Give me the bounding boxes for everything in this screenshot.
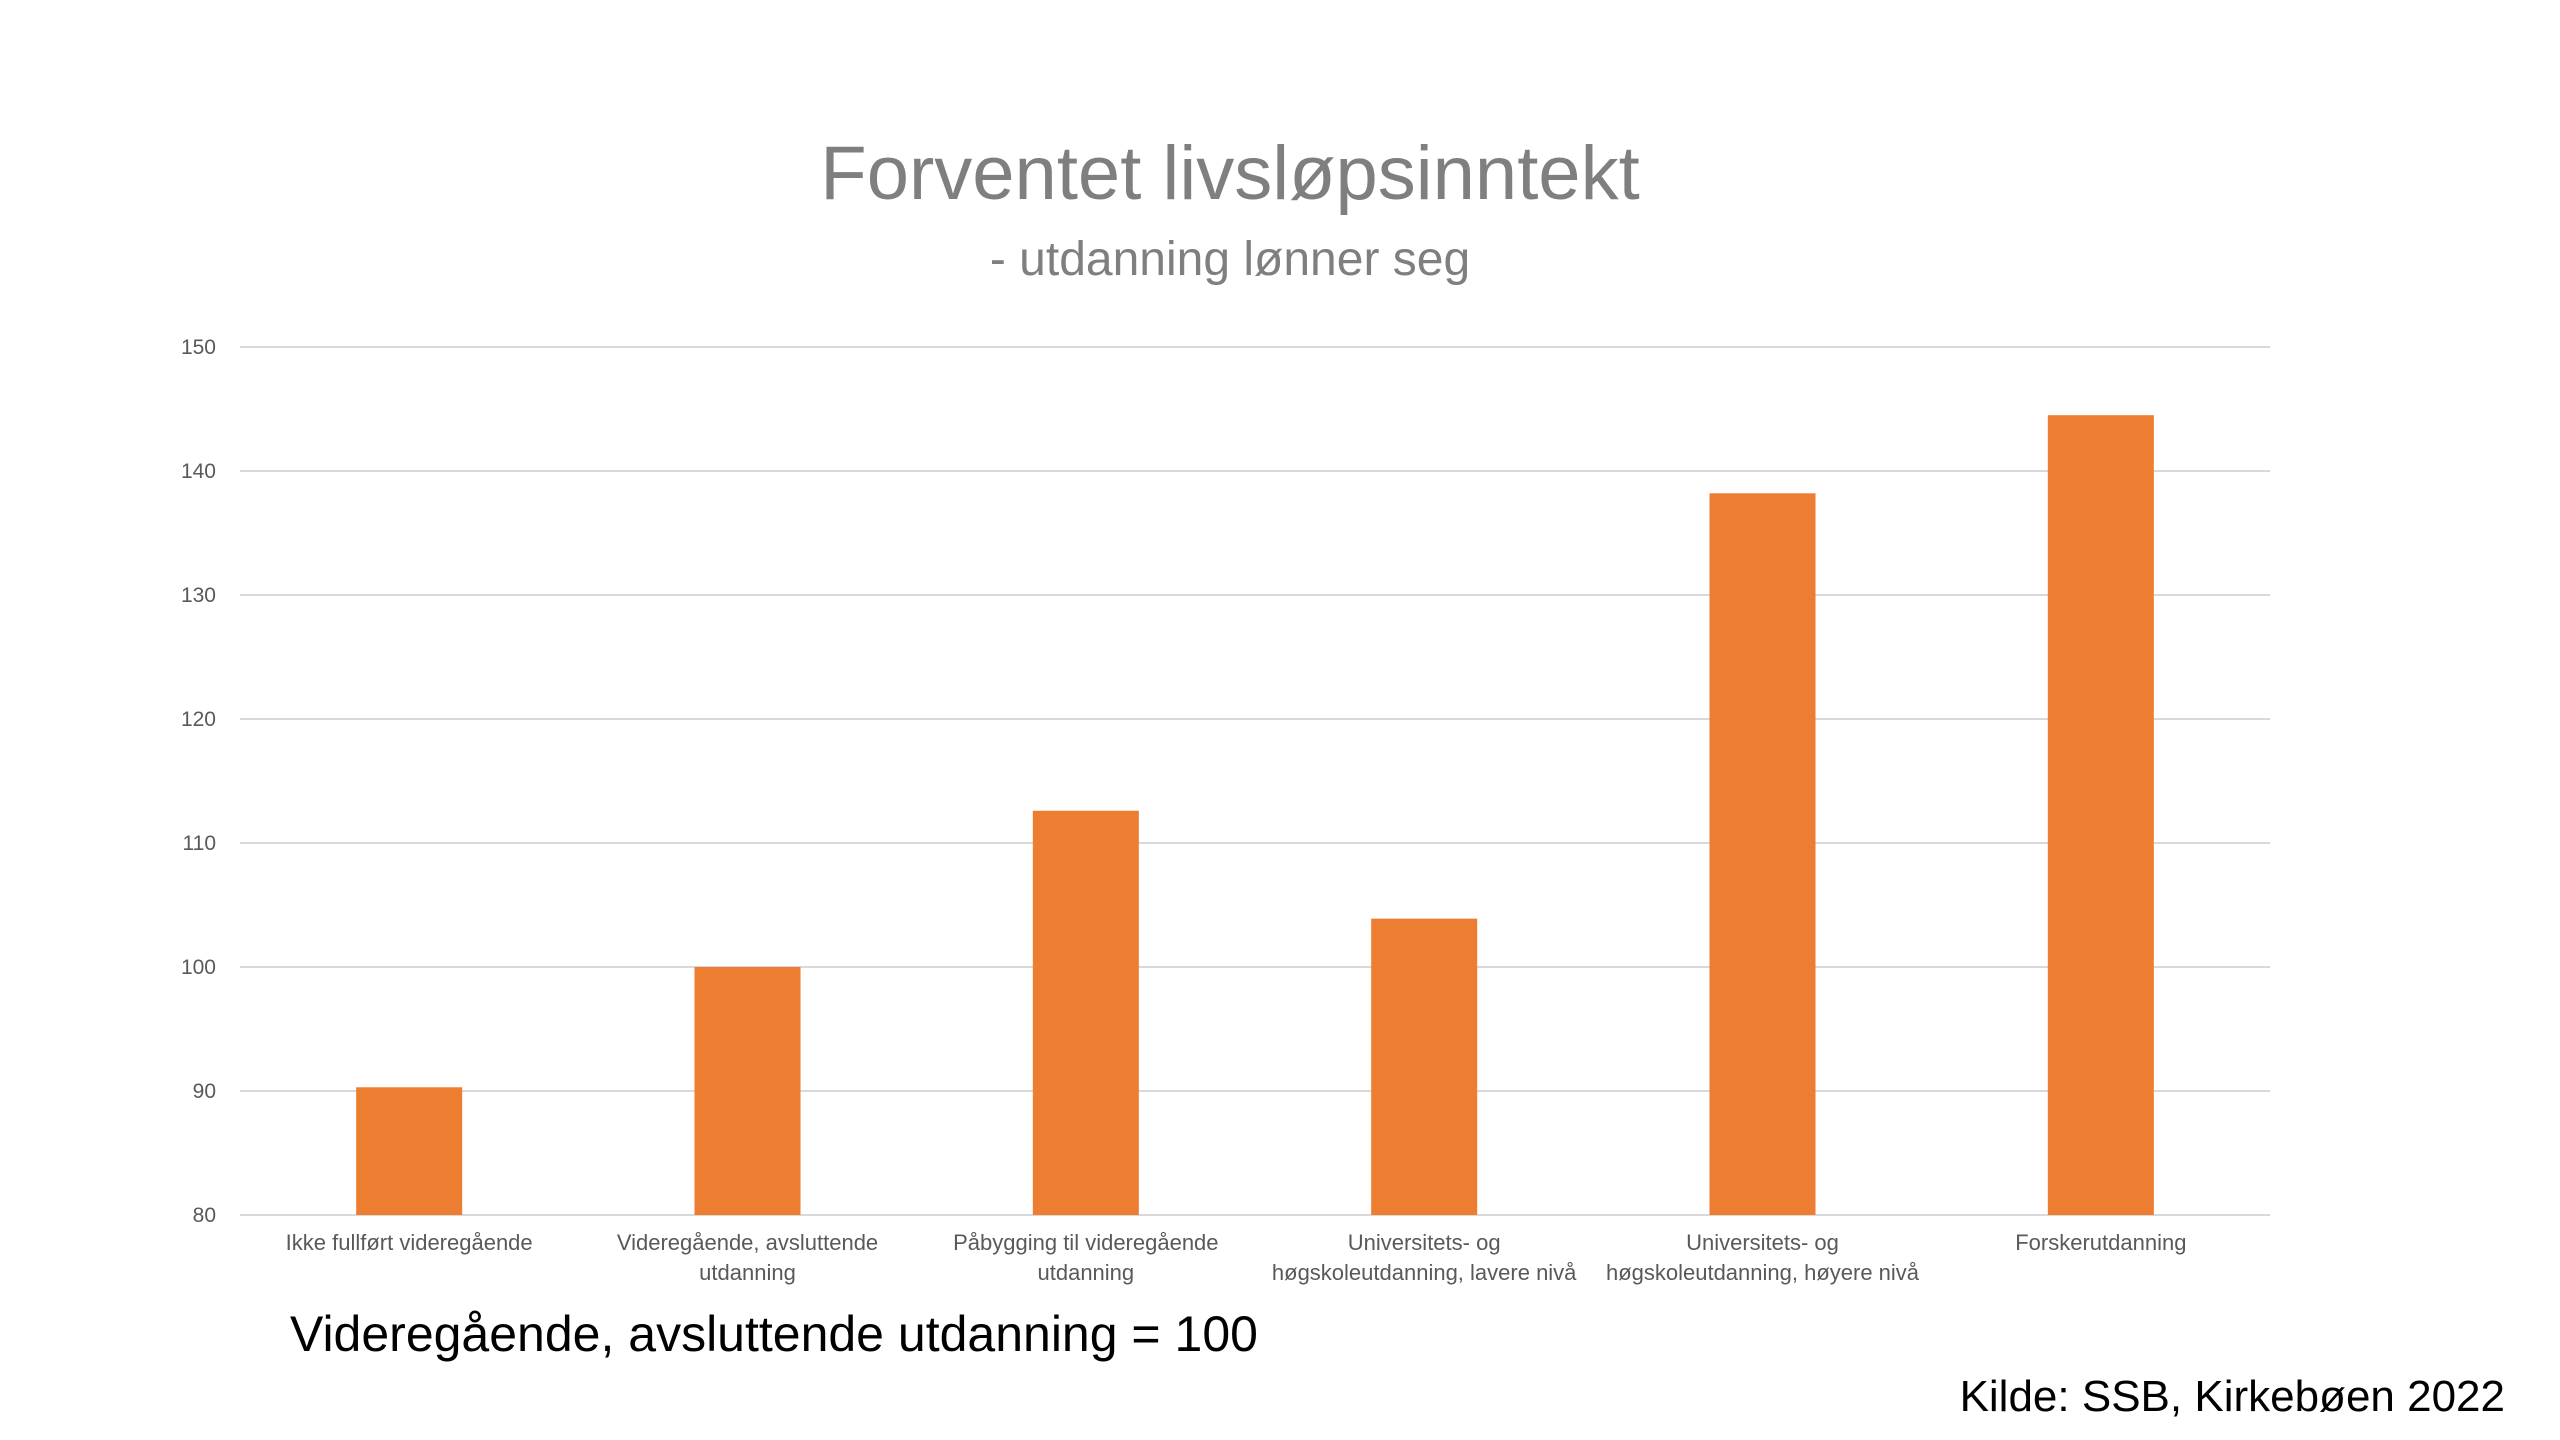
- chart-subtitle: - utdanning lønner seg: [989, 233, 1471, 286]
- x-category-label: Ikke fullført videregående: [286, 1230, 533, 1255]
- x-category-label-line: Påbygging til videregående: [953, 1230, 1218, 1255]
- x-category-label: Universitets- og høgskoleutdanning, høyer…: [1606, 1230, 1920, 1285]
- bar: [1709, 493, 1816, 1215]
- x-category-label: Videregående, avsluttende utdanning: [617, 1230, 878, 1285]
- y-tick-label: 130: [181, 584, 216, 607]
- x-category-label-line: utdanning: [699, 1260, 796, 1285]
- gridlines: [240, 346, 2270, 1216]
- y-tick-label: 100: [181, 956, 216, 979]
- x-axis-category-labels: Ikke fullført videregående Videregående, …: [286, 1230, 2187, 1285]
- bar: [1032, 810, 1139, 1215]
- chart-title: Forventet livsløpsinntekt: [820, 131, 1640, 216]
- bar: [2047, 415, 2154, 1215]
- source-note: Kilde: SSB, Kirkebøen 2022: [1959, 1372, 2505, 1421]
- x-category-label: Forskerutdanning: [2015, 1230, 2186, 1255]
- x-category-label-line: Ikke fullført videregående: [286, 1230, 533, 1255]
- x-category-label-line: Universitets- og: [1686, 1230, 1839, 1255]
- x-category-label: Påbygging til videregående utdanning: [953, 1230, 1218, 1285]
- bars: [356, 415, 2154, 1215]
- x-category-label-line: Videregående, avsluttende: [617, 1230, 878, 1255]
- y-tick-label: 110: [183, 832, 216, 855]
- x-category-label-line: høgskoleutdanning, høyere nivå: [1606, 1260, 1920, 1285]
- x-category-label-line: Forskerutdanning: [2015, 1230, 2186, 1255]
- bar: [694, 967, 801, 1215]
- y-tick-label: 150: [181, 336, 216, 359]
- y-tick-label: 90: [193, 1080, 216, 1103]
- x-category-label-line: utdanning: [1038, 1260, 1135, 1285]
- bar: [1371, 918, 1478, 1215]
- y-axis-tick-labels: 80 90 100 110 120 130 140 150: [181, 336, 216, 1227]
- index-note: Videregående, avsluttende utdanning = 10…: [290, 1306, 1258, 1362]
- x-category-label-line: høgskoleutdanning, lavere nivå: [1272, 1260, 1577, 1285]
- x-category-label-line: Universitets- og: [1348, 1230, 1501, 1255]
- bar: [356, 1087, 463, 1215]
- y-tick-label: 120: [181, 708, 216, 731]
- y-tick-label: 80: [193, 1204, 216, 1227]
- x-category-label: Universitets- og høgskoleutdanning, laver…: [1272, 1230, 1577, 1285]
- y-tick-label: 140: [181, 460, 216, 483]
